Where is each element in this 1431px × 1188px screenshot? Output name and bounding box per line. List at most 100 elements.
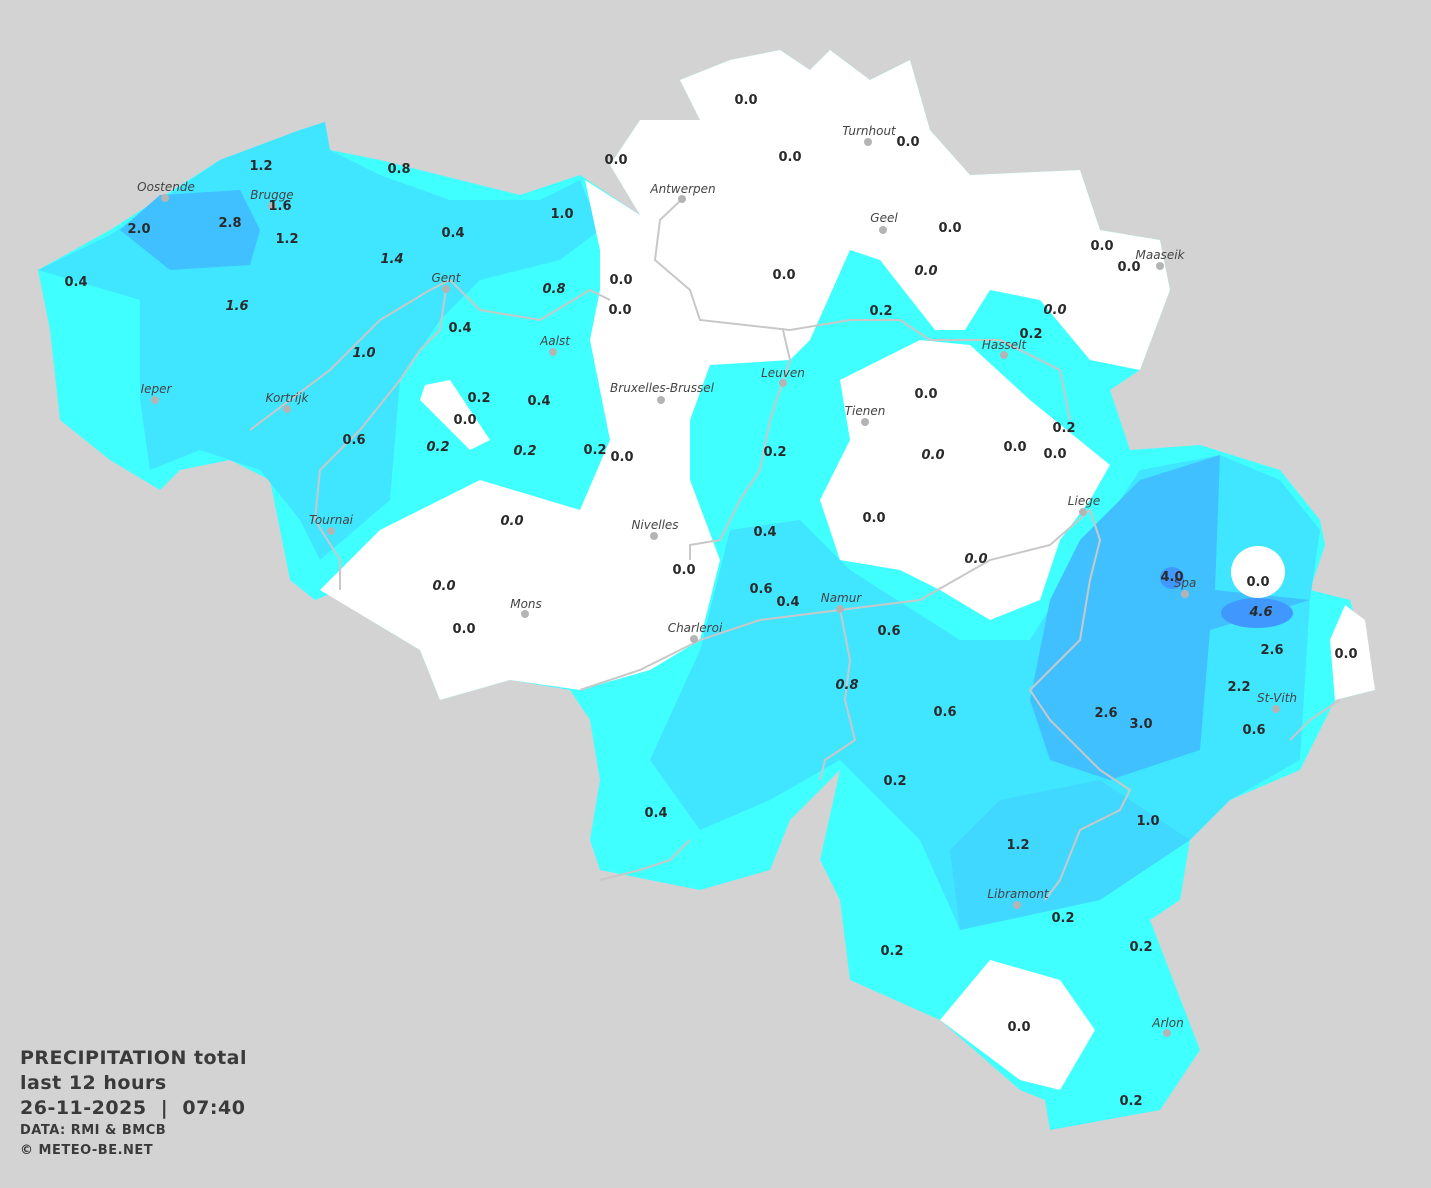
city-dot bbox=[327, 527, 335, 535]
zone-dry-tienen bbox=[820, 340, 1110, 620]
precipitation-value: 0.8 bbox=[542, 282, 565, 297]
precipitation-value: 1.6 bbox=[268, 199, 291, 214]
city-label: Ieper bbox=[141, 382, 173, 396]
precipitation-value: 0.2 bbox=[869, 304, 892, 319]
precipitation-value: 0.0 bbox=[608, 303, 631, 318]
city-label: Tienen bbox=[845, 404, 886, 418]
precipitation-value: 2.6 bbox=[1260, 643, 1283, 658]
precipitation-value: 0.4 bbox=[753, 525, 776, 540]
precipitation-value: 0.0 bbox=[778, 150, 801, 165]
city-label: Nivelles bbox=[631, 518, 678, 532]
precipitation-value: 0.0 bbox=[672, 563, 695, 578]
city-dot bbox=[879, 226, 887, 234]
city-dot bbox=[161, 194, 169, 202]
map-title: PRECIPITATION total bbox=[20, 1047, 248, 1069]
precipitation-value: 1.2 bbox=[249, 159, 272, 174]
city-dot bbox=[678, 195, 686, 203]
rivers bbox=[249, 198, 1341, 901]
city-label: Gent bbox=[432, 271, 462, 285]
precipitation-value: 2.6 bbox=[1094, 706, 1117, 721]
precipitation-value: 1.0 bbox=[352, 346, 375, 361]
precipitation-value: 0.0 bbox=[1334, 647, 1357, 662]
city-label: Turnhout bbox=[842, 124, 897, 138]
precipitation-value: 0.4 bbox=[441, 226, 464, 241]
precipitation-value: 0.2 bbox=[763, 445, 786, 460]
precipitation-value: 0.0 bbox=[896, 135, 919, 150]
precipitation-zones bbox=[38, 50, 1375, 1130]
city-dot bbox=[442, 285, 450, 293]
precipitation-value: 4.0 bbox=[1160, 570, 1183, 585]
precipitation-value: 2.8 bbox=[218, 216, 241, 231]
city-dot bbox=[283, 405, 291, 413]
precipitation-value: 0.0 bbox=[772, 268, 795, 283]
precipitation-value: 0.2 bbox=[883, 774, 906, 789]
precipitation-value: 0.0 bbox=[964, 552, 987, 567]
precipitation-value: 1.0 bbox=[1136, 814, 1159, 829]
precipitation-value: 0.0 bbox=[609, 273, 632, 288]
city-dot bbox=[1156, 262, 1164, 270]
precipitation-value: 0.2 bbox=[1119, 1094, 1142, 1109]
precipitation-value: 0.0 bbox=[938, 221, 961, 236]
precipitation-value: 0.0 bbox=[610, 450, 633, 465]
zone-dry-east bbox=[1231, 546, 1285, 598]
precipitation-value: 0.8 bbox=[387, 162, 410, 177]
map-period: last 12 hours bbox=[20, 1072, 167, 1094]
precipitation-values: 0.0 0.0 0.0 0.0 1.2 0.8 2.8 1.6 2.0 1.2 0.4 1.0 0.4 1… bbox=[64, 93, 1357, 1109]
data-source: DATA: RMI & BMCB bbox=[20, 1123, 167, 1138]
precipitation-value: 0.8 bbox=[835, 678, 858, 693]
precipitation-value: 0.0 bbox=[914, 387, 937, 402]
precipitation-value: 0.0 bbox=[500, 514, 523, 529]
zone-heavy-brugge bbox=[120, 190, 260, 270]
precipitation-value: 0.0 bbox=[452, 622, 475, 637]
city-label: St-Vith bbox=[1257, 691, 1297, 705]
city-dot bbox=[521, 610, 529, 618]
precipitation-value: 0.6 bbox=[877, 624, 900, 639]
city-label: Tournai bbox=[309, 513, 354, 527]
precipitation-value: 0.2 bbox=[467, 391, 490, 406]
city-dot bbox=[1163, 1029, 1171, 1037]
city-label: Spa bbox=[1174, 576, 1197, 590]
precipitation-value: 4.6 bbox=[1248, 605, 1272, 620]
river-3 bbox=[689, 329, 792, 560]
river-4 bbox=[579, 508, 1132, 901]
river-0 bbox=[249, 278, 611, 431]
city-dot bbox=[690, 635, 698, 643]
precipitation-value: 0.0 bbox=[1117, 260, 1140, 275]
map-datetime: 26-11-2025 | 07:40 bbox=[20, 1097, 246, 1119]
precipitation-value: 0.2 bbox=[426, 440, 449, 455]
precipitation-value: 1.2 bbox=[275, 232, 298, 247]
precipitation-value: 0.0 bbox=[1043, 447, 1066, 462]
precipitation-value: 0.0 bbox=[914, 264, 937, 279]
city-dot bbox=[1000, 351, 1008, 359]
zone-dry-south bbox=[940, 960, 1095, 1090]
river-6 bbox=[599, 839, 691, 881]
river-1 bbox=[313, 288, 447, 590]
zone-heavy-ardennes bbox=[1030, 455, 1310, 780]
precipitation-value: 0.4 bbox=[644, 806, 667, 821]
city-label: Charleroi bbox=[668, 621, 723, 635]
precipitation-value: 0.0 bbox=[1007, 1020, 1030, 1035]
city-dot bbox=[151, 396, 159, 404]
city-label: Arlon bbox=[1151, 1016, 1183, 1030]
precipitation-value: 0.4 bbox=[776, 595, 799, 610]
precipitation-value: 0.0 bbox=[921, 448, 944, 463]
city-label: Leuven bbox=[761, 366, 805, 380]
precipitation-value: 0.2 bbox=[1052, 421, 1075, 436]
city-label: Maaseik bbox=[1136, 248, 1186, 262]
precipitation-value: 0.4 bbox=[64, 275, 87, 290]
city-markers: Oostende Brugge Gent Antwerpen Turnhout Geel M… bbox=[137, 124, 1297, 1037]
city-label: Namur bbox=[821, 591, 863, 605]
zone-dry-central bbox=[320, 50, 1170, 700]
river-7 bbox=[1289, 699, 1341, 741]
city-dot bbox=[864, 138, 872, 146]
precipitation-value: 2.0 bbox=[127, 222, 150, 237]
copyright: © METEO-BE.NET bbox=[20, 1143, 154, 1158]
precipitation-value: 0.0 bbox=[862, 511, 885, 526]
precipitation-value: 2.2 bbox=[1227, 680, 1250, 695]
city-dot bbox=[779, 379, 787, 387]
precipitation-value: 1.4 bbox=[380, 252, 403, 267]
city-dot bbox=[1272, 705, 1280, 713]
city-label: Antwerpen bbox=[649, 182, 715, 196]
precipitation-value: 0.6 bbox=[1242, 723, 1265, 738]
